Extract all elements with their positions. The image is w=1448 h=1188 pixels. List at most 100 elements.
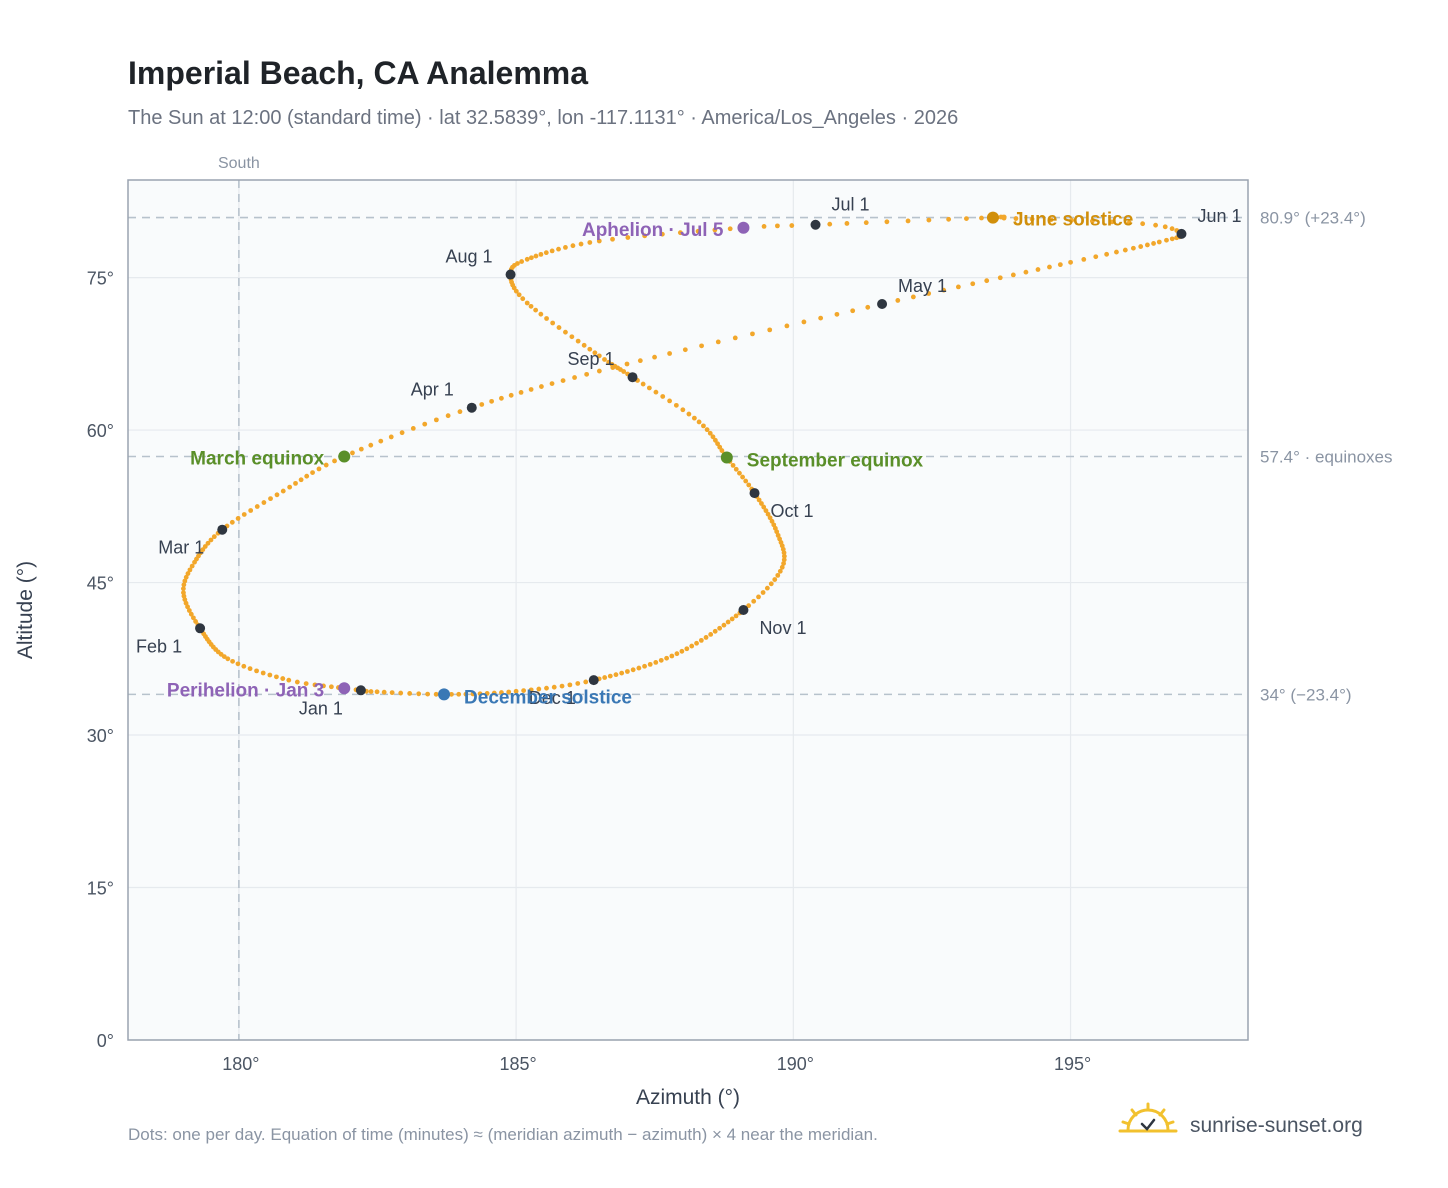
day-dot: [205, 540, 211, 546]
day-dot: [743, 478, 749, 484]
day-dot: [721, 622, 727, 628]
day-dot: [230, 658, 235, 664]
day-dot: [499, 690, 504, 695]
day-dot: [756, 497, 762, 503]
month-marker: [627, 372, 638, 383]
day-dot: [191, 615, 196, 621]
day-dot: [863, 220, 869, 226]
day-dot: [477, 691, 483, 697]
month-marker: [810, 219, 821, 230]
day-dot: [767, 515, 773, 521]
month-label: Jun 1: [1197, 206, 1241, 226]
day-dot: [536, 686, 542, 692]
day-dot: [884, 219, 890, 225]
day-dot: [725, 619, 731, 625]
day-dot: [381, 689, 387, 695]
day-dot: [186, 608, 192, 613]
day-dot: [202, 544, 208, 549]
day-dot: [729, 616, 735, 622]
day-dot: [274, 674, 279, 680]
month-marker: [738, 605, 749, 615]
event-label: September equinox: [747, 451, 924, 472]
event-label: June solstice: [1013, 210, 1133, 231]
day-dot: [1122, 247, 1128, 253]
day-dot: [664, 655, 670, 661]
day-dot: [1081, 256, 1087, 262]
day-dot: [637, 358, 643, 364]
day-dot: [287, 484, 293, 490]
x-axis-ticks: 180° 185° 190° 195°: [222, 1054, 1091, 1074]
day-dot: [1057, 262, 1063, 268]
day-dot: [181, 582, 187, 588]
event-marker: [720, 451, 733, 464]
day-dot: [543, 250, 549, 256]
day-dot: [761, 223, 767, 229]
day-dot: [180, 586, 186, 592]
day-dot: [647, 661, 653, 667]
day-dot: [774, 529, 780, 535]
day-dot: [1162, 224, 1168, 230]
day-dot: [1000, 214, 1006, 220]
day-dot: [740, 474, 745, 480]
day-dot: [533, 253, 539, 259]
day-dot: [674, 651, 680, 657]
day-dot: [1114, 249, 1119, 255]
day-dot: [730, 462, 736, 468]
x-tick-label: 195°: [1054, 1054, 1091, 1074]
day-dot: [751, 598, 757, 604]
month-label: Jul 1: [832, 195, 870, 215]
day-dot: [801, 319, 807, 325]
day-dot: [328, 684, 334, 690]
day-dot: [183, 574, 189, 580]
x-axis-label: Azimuth (°): [636, 1086, 740, 1109]
day-dot: [280, 676, 286, 681]
day-dot: [636, 665, 642, 671]
day-dot: [827, 221, 833, 227]
day-dot: [763, 508, 769, 514]
day-dot: [528, 387, 534, 392]
day-dot: [189, 563, 195, 569]
day-dot: [268, 496, 273, 502]
day-dot: [781, 550, 787, 556]
day-dot: [587, 346, 593, 352]
day-dot: [185, 604, 190, 610]
day-dot: [818, 315, 824, 321]
day-dot: [658, 657, 664, 663]
day-dot: [781, 553, 787, 559]
day-dot: [592, 350, 598, 356]
day-dot: [587, 240, 593, 245]
day-dot: [646, 385, 652, 391]
day-dot: [686, 411, 692, 417]
day-dot: [575, 681, 581, 686]
day-dot: [1169, 236, 1175, 242]
day-dot: [484, 691, 490, 696]
day-dot: [235, 661, 241, 667]
day-dot: [332, 458, 337, 464]
reference-line-label: 80.9° (+23.4°): [1260, 209, 1366, 228]
day-dot: [955, 284, 961, 290]
day-dot: [280, 488, 286, 494]
day-dot: [715, 339, 721, 345]
day-dot: [775, 572, 781, 578]
month-marker: [588, 675, 599, 686]
day-dot: [652, 354, 657, 360]
day-dot: [229, 519, 235, 525]
event-marker: [986, 211, 999, 224]
day-dot: [727, 226, 733, 232]
month-label: Jan 1: [299, 698, 343, 718]
day-dot: [584, 371, 590, 377]
day-dot: [689, 643, 695, 649]
day-dot: [1151, 241, 1156, 246]
analemma-path: [180, 214, 1185, 697]
day-dot: [556, 246, 561, 252]
day-dot: [701, 423, 706, 429]
day-dot: [185, 571, 191, 576]
day-dot: [784, 323, 790, 329]
day-dot: [583, 679, 589, 685]
day-dot: [563, 329, 568, 335]
y-axis-ticks: 0° 15° 30° 45° 60° 75°: [87, 269, 114, 1051]
day-dot: [399, 430, 405, 436]
day-dot: [235, 516, 241, 521]
day-dot: [516, 292, 522, 298]
day-dot: [704, 427, 710, 433]
